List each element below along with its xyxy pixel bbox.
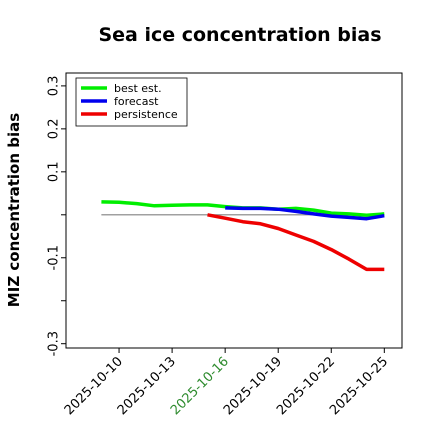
- legend-label: persistence: [114, 108, 178, 121]
- y-tick-label: 0.3: [47, 76, 62, 97]
- y-tick-label: 0.2: [47, 119, 62, 140]
- legend-label: forecast: [114, 95, 159, 108]
- chart-title: Sea ice concentration bias: [98, 24, 382, 46]
- y-tick-label: -0.3: [47, 331, 62, 356]
- legend-label: best est.: [114, 82, 162, 95]
- y-tick-label: -0.1: [47, 245, 62, 270]
- series-line-forecast: [225, 206, 385, 221]
- plot-frame: [65, 72, 403, 349]
- series-line-persistence: [207, 213, 385, 272]
- y-tick-label: 0.1: [47, 161, 62, 182]
